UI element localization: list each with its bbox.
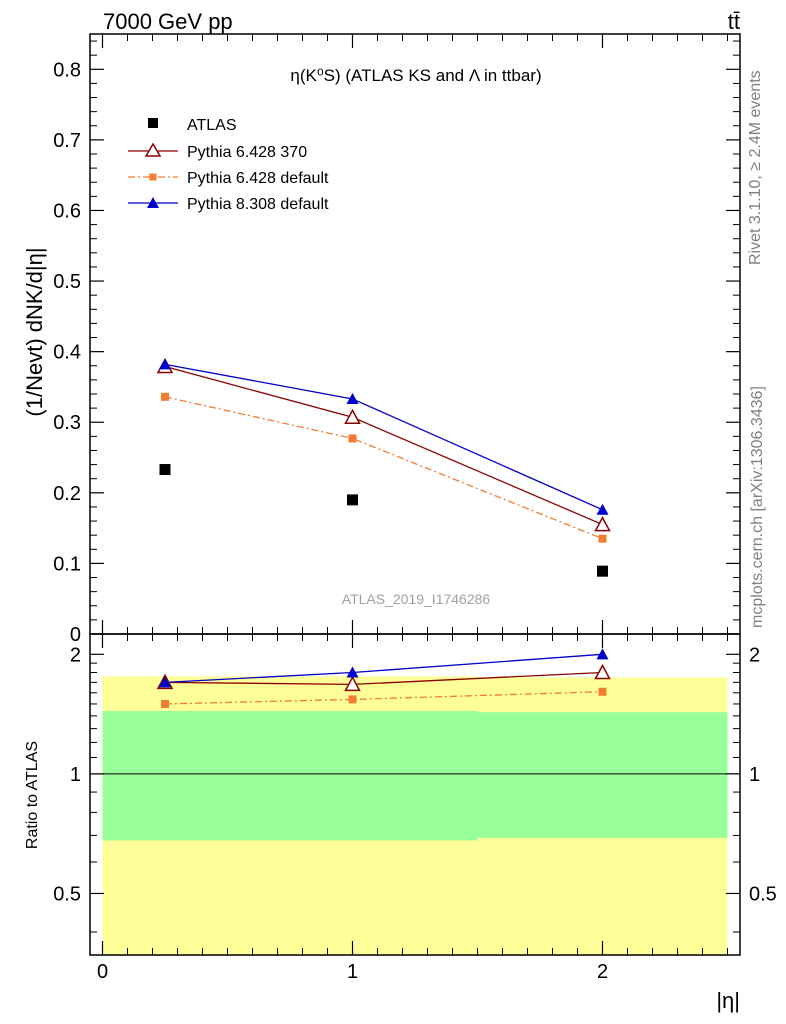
- ratio-point-pythia-6-428-default-1: [348, 695, 357, 704]
- main-line-pythia-6-428-370: [164, 365, 603, 526]
- x-tick-label: 0: [97, 961, 108, 983]
- legend-entry-atlas: ATLAS: [148, 117, 237, 134]
- x-tick-label: 1: [347, 961, 358, 983]
- main-series-markers: [156, 357, 611, 577]
- x-axis-label: |η|: [716, 988, 740, 1013]
- ratio-point-pythia-6-428-370-2: [594, 663, 611, 680]
- ratio-y-tick-label: 0.5: [53, 883, 81, 905]
- legend-entry-pythia8-default: Pythia 8.308 default: [128, 196, 329, 213]
- main-panel: 0 0.1 0.2 0.3 0.4 0.5 0.6 0.7 0.8 η(K⁰S) (ATLAS …: [22, 33, 741, 646]
- main-y-tick-label: 0.8: [53, 59, 81, 81]
- energy-label: 7000 GeV pp: [103, 9, 233, 34]
- ratio-inner-band-1: [227, 710, 478, 841]
- main-point-pythia-8-308-default-1: [346, 392, 359, 404]
- ratio-series-markers: [156, 648, 611, 708]
- legend-label-pythia6-default: Pythia 6.428 default: [187, 170, 329, 187]
- main-point-pythia-8-308-default-2: [596, 503, 609, 515]
- legend: ATLAS Pythia 6.428 370 Pythia 6.428 defa…: [128, 117, 329, 213]
- legend-label-atlas: ATLAS: [187, 117, 237, 134]
- ratio-y-axis-label: Ratio to ATLAS: [24, 741, 41, 849]
- mcplots-label: mcplots.cern.ch [arXiv:1306.3436]: [749, 386, 766, 628]
- main-point-atlas-1: [347, 494, 358, 506]
- main-point-pythia-6-428-default-2: [598, 534, 607, 543]
- legend-entry-pythia6-default: Pythia 6.428 default: [128, 170, 329, 187]
- ratio-point-pythia-8-308-default-1: [346, 666, 359, 678]
- ratio-point-pythia-6-428-default-2: [598, 687, 607, 696]
- rivet-version-label: Rivet 3.1.10, ≥ 2.4M events: [747, 70, 764, 265]
- analysis-id-label: ATLAS_2019_I1746286: [342, 591, 491, 607]
- legend-marker-pythia6-default: [149, 173, 157, 181]
- ratio-panel: 0.5 0.5 1 1 2 2 0 1 2 Ratio to ATLAS |η|: [24, 633, 777, 1013]
- main-y-tick-label: 0.4: [53, 342, 81, 364]
- main-y-tick-label: 0.7: [53, 130, 81, 152]
- ratio-inner-band-0: [102, 710, 228, 841]
- ratio-plot-frame: [89, 633, 741, 956]
- x-tick-label: 2: [597, 961, 608, 983]
- main-series-lines: [164, 363, 603, 540]
- chart-title-text: η(K⁰S) (ATLAS KS and Λ in ttbar): [290, 66, 541, 85]
- ratio-y-tick-label-right: 0.5: [749, 883, 777, 905]
- legend-marker-atlas: [148, 118, 158, 128]
- legend-marker-pythia6-370: [144, 142, 162, 157]
- main-point-atlas-2: [597, 565, 608, 577]
- ratio-inner-band-2: [477, 712, 728, 838]
- main-point-pythia-6-428-370-1: [344, 408, 361, 425]
- main-point-pythia-6-428-default-0: [161, 392, 169, 401]
- main-y-tick-label: 0.3: [53, 412, 81, 434]
- ratio-y-tick-label-right: 1: [749, 764, 760, 786]
- legend-entry-pythia6-370: Pythia 6.428 370: [128, 142, 307, 161]
- chart-title: η(K⁰S) (ATLAS KS and Λ in ttbar): [290, 66, 541, 85]
- ratio-axis-ticks: 0.5 0.5 1 1 2 2 0 1 2: [53, 634, 777, 983]
- main-y-tick-label: 0.1: [53, 553, 81, 575]
- legend-marker-pythia8-default: [147, 197, 159, 208]
- ratio-point-pythia-6-428-default-0: [161, 699, 169, 708]
- main-y-axis-label: (1/Nevt) dNK/d|η|: [22, 247, 47, 416]
- main-point-atlas-0: [159, 464, 171, 476]
- ratio-y-tick-label: 2: [70, 644, 81, 666]
- ratio-y-tick-label-right: 2: [749, 644, 760, 666]
- ratio-line-pythia-6-428-default: [164, 691, 603, 705]
- ratio-y-tick-label: 1: [70, 764, 81, 786]
- main-y-tick-label: 0: [70, 624, 81, 646]
- main-point-pythia-6-428-default-1: [348, 434, 357, 443]
- ratio-point-pythia-8-308-default-0: [159, 676, 171, 688]
- main-y-tick-label: 0.6: [53, 200, 81, 222]
- main-line-pythia-6-428-default: [164, 396, 603, 540]
- legend-label-pythia8-default: Pythia 8.308 default: [187, 196, 329, 213]
- ratio-uncertainty-bands: [102, 676, 728, 955]
- main-point-pythia-6-428-370-2: [594, 516, 611, 532]
- ratio-point-pythia-8-308-default-2: [596, 648, 609, 660]
- main-axis-ticks: 0 0.1 0.2 0.3 0.4 0.5 0.6 0.7 0.8: [53, 34, 740, 646]
- process-label: tt̄: [728, 9, 740, 34]
- ratio-point-pythia-6-428-370-1: [344, 675, 361, 692]
- main-y-tick-label: 0.5: [53, 271, 81, 293]
- main-y-tick-label: 0.2: [53, 483, 81, 505]
- legend-label-pythia6-370: Pythia 6.428 370: [187, 144, 307, 161]
- main-line-pythia-8-308-default: [164, 363, 603, 511]
- main-point-pythia-8-308-default-0: [159, 358, 171, 370]
